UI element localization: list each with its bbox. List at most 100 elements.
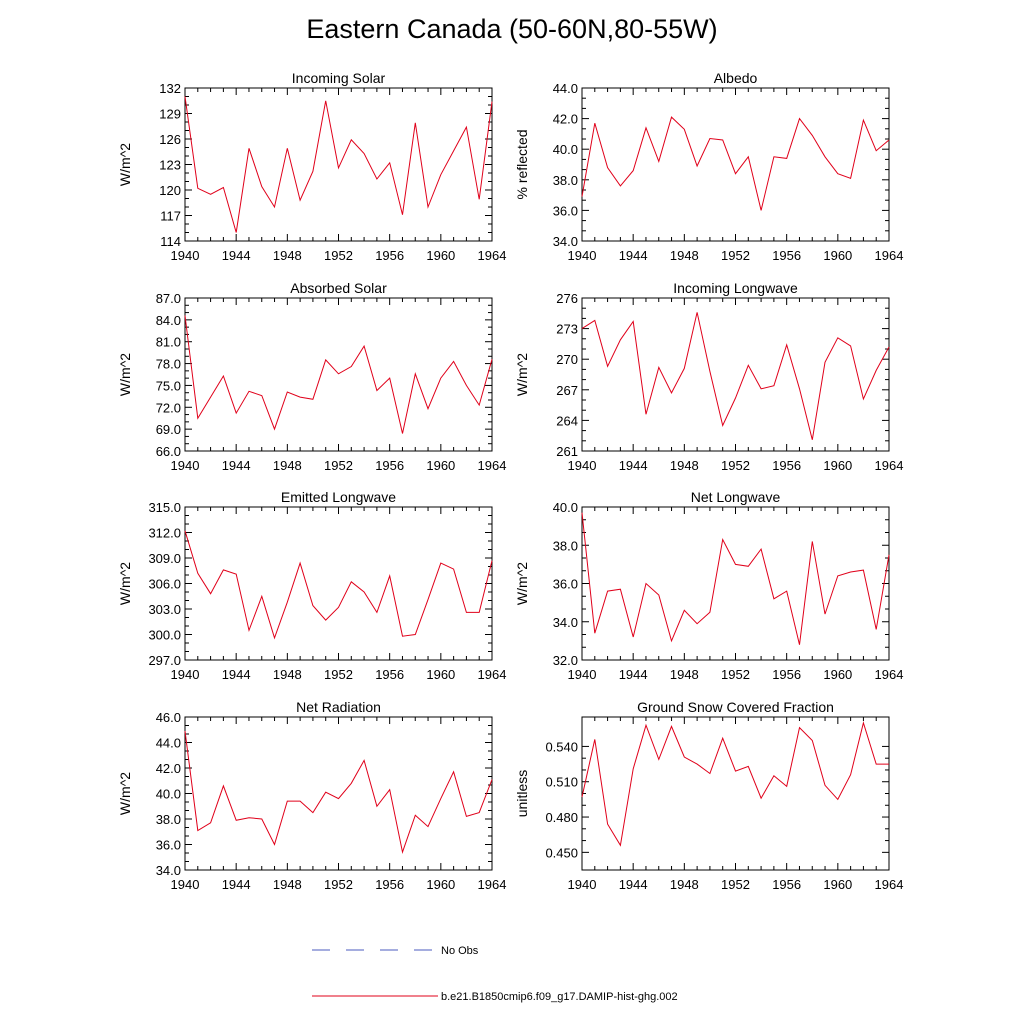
- panel-title: Net Radiation: [296, 699, 381, 715]
- x-tick-label: 1940: [568, 458, 597, 473]
- y-tick-label: 267: [556, 383, 578, 398]
- figure-title: Eastern Canada (50-60N,80-55W): [306, 14, 718, 44]
- x-tick-label: 1940: [171, 667, 200, 682]
- y-tick-label: 0.510: [545, 775, 578, 790]
- x-tick-label: 1952: [721, 458, 750, 473]
- y-tick-label: 120: [159, 183, 181, 198]
- y-tick-label: 81.0: [156, 335, 181, 350]
- plot-frame: [581, 297, 890, 452]
- y-tick-label: 40.0: [156, 787, 181, 802]
- x-tick-label: 1944: [222, 248, 251, 263]
- x-tick-label: 1952: [721, 667, 750, 682]
- y-tick-label: 69.0: [156, 422, 181, 437]
- x-tick-label: 1956: [772, 248, 801, 263]
- series-line: [184, 530, 493, 640]
- panel-net-longwave: Net Longwave 1940 1944 1948 1952 1956 1960 1964…: [514, 489, 903, 682]
- y-tick-label: 303.0: [148, 602, 181, 617]
- y-axis-label: W/m^2: [514, 562, 530, 605]
- x-tick-label: 1940: [171, 458, 200, 473]
- panel-title: Incoming Longwave: [673, 280, 798, 296]
- series-line: [581, 721, 889, 847]
- x-tick-label: 1956: [772, 877, 801, 892]
- x-tick-label: 1940: [171, 248, 200, 263]
- series-line: [581, 312, 890, 440]
- y-tick-label: 42.0: [156, 761, 181, 776]
- x-tick-label: 1948: [670, 458, 699, 473]
- plot-frame: [184, 506, 493, 661]
- x-tick-label: 1956: [375, 667, 404, 682]
- panel-absorbed-solar: Absorbed Solar 1940 1944 1948 1952 1956 1960 19…: [117, 280, 506, 473]
- x-tick-label: 1948: [670, 248, 699, 263]
- y-axis-label: % reflected: [514, 129, 530, 199]
- x-tick-label: 1960: [823, 667, 852, 682]
- x-tick-label: 1948: [670, 877, 699, 892]
- y-tick-label: 0.450: [545, 845, 578, 860]
- panel-net-radiation: Net Radiation 1940 1944 1948 1952 1956 1960 196…: [117, 699, 506, 892]
- y-tick-label: 34.0: [156, 863, 181, 878]
- x-tick-label: 1948: [273, 458, 302, 473]
- panel-albedo: Albedo 1940 1944 1948 1952 1956 1960 1964 34.0 36…: [514, 70, 903, 263]
- x-tick-label: 1948: [670, 667, 699, 682]
- y-tick-label: 44.0: [156, 736, 181, 751]
- y-tick-label: 36.0: [156, 838, 181, 853]
- y-tick-label: 38.0: [553, 538, 578, 553]
- plot-frame: [184, 716, 493, 871]
- x-tick-label: 1964: [478, 667, 507, 682]
- y-tick-label: 129: [159, 107, 181, 122]
- y-tick-label: 38.0: [156, 812, 181, 827]
- panel-emitted-longwave: Emitted Longwave 1940 1944 1948 1952 1956 1960…: [117, 489, 506, 682]
- plot-frame: [581, 506, 890, 661]
- y-tick-label: 276: [556, 291, 578, 306]
- x-tick-label: 1960: [426, 458, 455, 473]
- y-axis-label: W/m^2: [117, 772, 133, 815]
- y-tick-label: 78.0: [156, 357, 181, 372]
- plot-frame: [184, 297, 493, 452]
- y-tick-label: 46.0: [156, 710, 181, 725]
- x-tick-label: 1944: [619, 248, 648, 263]
- x-tick-label: 1940: [568, 667, 597, 682]
- x-tick-label: 1952: [324, 458, 353, 473]
- y-tick-label: 261: [556, 444, 578, 459]
- x-tick-label: 1960: [823, 458, 852, 473]
- y-tick-label: 0.540: [545, 739, 578, 754]
- y-tick-label: 114: [160, 234, 181, 249]
- x-tick-label: 1952: [324, 248, 353, 263]
- y-tick-label: 36.0: [553, 577, 578, 592]
- panel-title: Incoming Solar: [292, 70, 386, 86]
- y-tick-label: 84.0: [156, 313, 181, 328]
- y-axis-label: unitless: [514, 770, 530, 817]
- plot-frame: [581, 87, 890, 242]
- y-axis-label: W/m^2: [117, 353, 133, 396]
- x-tick-label: 1956: [375, 458, 404, 473]
- x-tick-label: 1944: [222, 458, 251, 473]
- y-tick-label: 0.480: [545, 810, 578, 825]
- panel-title: Net Longwave: [691, 489, 781, 505]
- legend-label-no-obs: No Obs: [441, 945, 479, 957]
- x-tick-label: 1948: [273, 248, 302, 263]
- series-line: [184, 315, 493, 434]
- x-tick-label: 1956: [772, 667, 801, 682]
- y-tick-label: 126: [159, 132, 181, 147]
- y-tick-label: 34.0: [553, 234, 578, 249]
- y-tick-label: 44.0: [553, 81, 578, 96]
- x-tick-label: 1964: [875, 458, 904, 473]
- y-tick-label: 273: [556, 322, 578, 337]
- x-tick-label: 1960: [426, 248, 455, 263]
- y-tick-label: 117: [160, 209, 181, 224]
- y-axis-label: W/m^2: [117, 143, 133, 186]
- series-line: [184, 96, 493, 233]
- x-tick-label: 1952: [324, 667, 353, 682]
- y-tick-label: 72.0: [156, 400, 181, 415]
- y-tick-label: 34.0: [553, 615, 578, 630]
- y-tick-label: 40.0: [553, 500, 578, 515]
- panel-title: Ground Snow Covered Fraction: [637, 699, 834, 715]
- x-tick-label: 1944: [619, 458, 648, 473]
- y-tick-label: 306.0: [148, 577, 181, 592]
- x-tick-label: 1940: [568, 248, 597, 263]
- y-tick-label: 132: [159, 81, 181, 96]
- series-line: [184, 730, 493, 854]
- series-line: [581, 512, 890, 645]
- y-tick-label: 297.0: [148, 653, 181, 668]
- x-tick-label: 1964: [875, 248, 904, 263]
